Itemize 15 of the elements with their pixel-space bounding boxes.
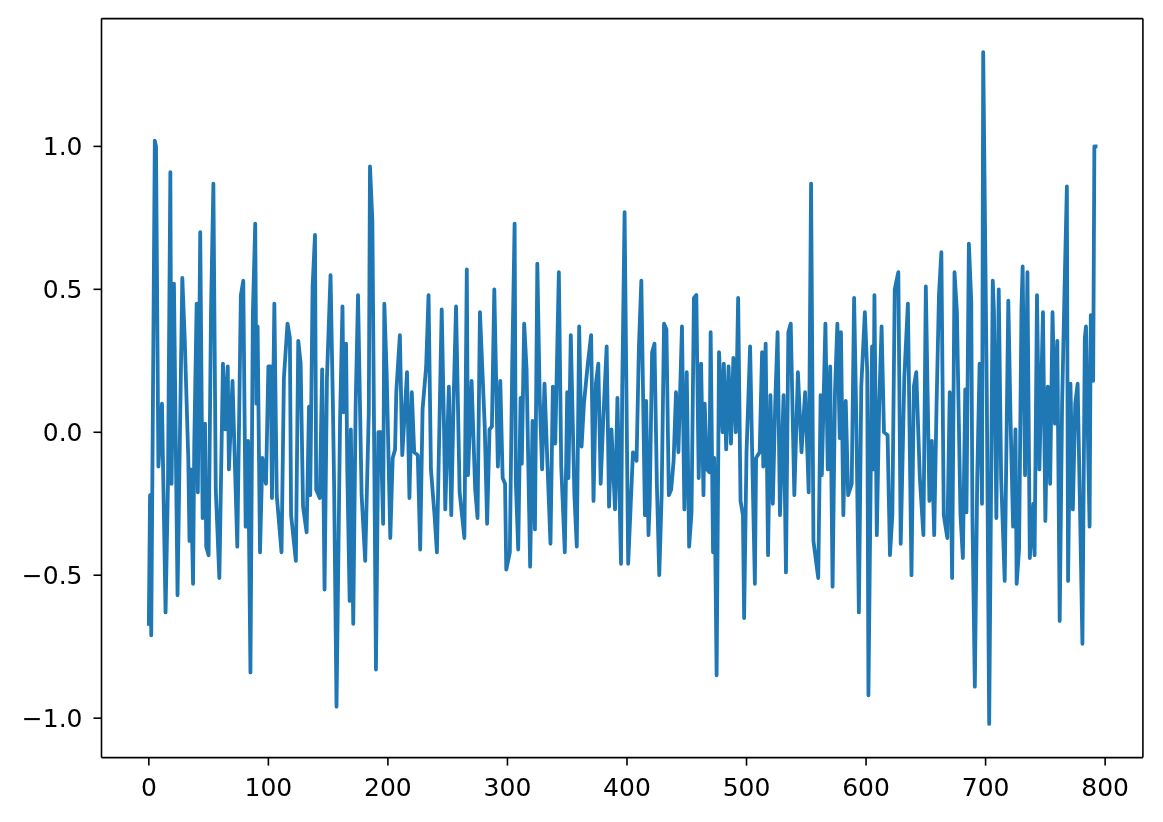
x-tick-label: 200 [364, 773, 412, 803]
y-tick-label: −0.5 [21, 561, 83, 591]
x-tick-label: 500 [722, 773, 771, 803]
x-tick-label: 0 [140, 773, 157, 803]
x-tick-label: 300 [483, 773, 532, 803]
x-tick-label: 600 [842, 773, 890, 803]
x-tick-label: 800 [1081, 773, 1129, 803]
line-series [146, 50, 1098, 726]
y-tick-label: −1.0 [21, 704, 83, 734]
y-tick-label: 1.0 [42, 132, 83, 162]
x-tick-label: 100 [244, 773, 293, 803]
y-tick-label: 0.5 [42, 275, 83, 305]
x-tick-label: 700 [961, 773, 1010, 803]
y-tick-label: 0.0 [42, 418, 83, 448]
x-tick-label: 400 [603, 773, 651, 803]
